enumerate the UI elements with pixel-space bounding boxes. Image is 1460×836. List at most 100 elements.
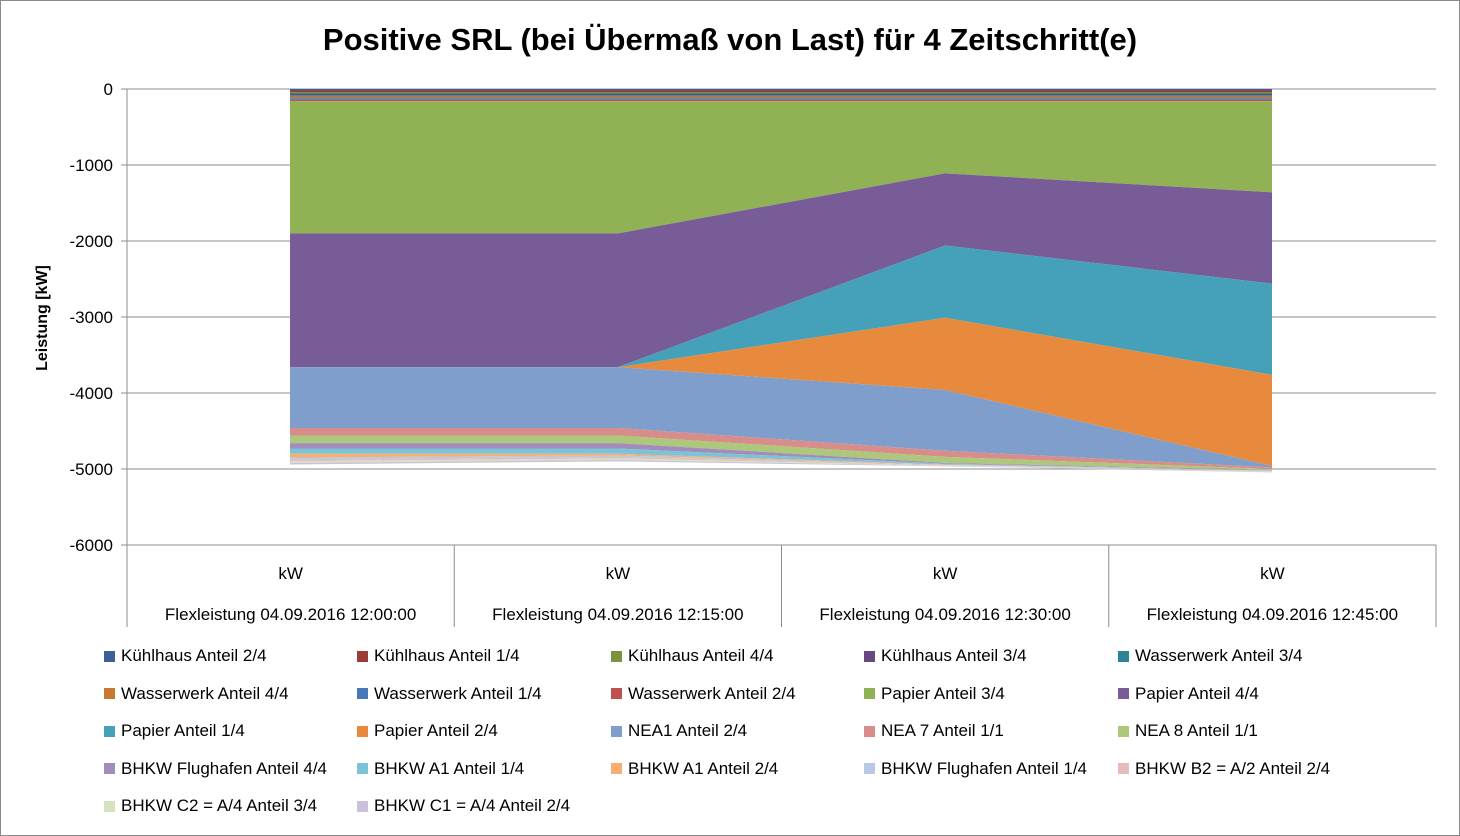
area-series — [290, 92, 1272, 94]
legend-label: Kühlhaus Anteil 4/4 — [628, 646, 774, 665]
legend-swatch — [357, 800, 368, 812]
area-series — [290, 448, 1272, 471]
axes: 0 -1000 -2000 -3000 -4000 -5000 -6000 kW Flexlei… — [70, 80, 1437, 627]
area-series — [290, 98, 1272, 100]
y-tick-label: -1000 — [70, 156, 113, 175]
y-tick-label: 0 — [104, 80, 113, 99]
legend-label: NEA 7 Anteil 1/1 — [881, 721, 1004, 740]
legend-item: BHKW A1 Anteil 2/4 — [611, 759, 778, 779]
area-series — [290, 173, 1272, 368]
area-series — [290, 93, 1272, 96]
legend-swatch — [1118, 725, 1129, 737]
y-tick-label: -2000 — [70, 232, 113, 251]
legend-item: Papier Anteil 1/4 — [104, 721, 245, 741]
x-tick-label: Flexleistung 04.09.2016 12:00:00 — [165, 605, 416, 624]
legend-item: NEA 8 Anteil 1/1 — [1118, 721, 1258, 741]
legend-label: Papier Anteil 4/4 — [1135, 683, 1259, 703]
legend-swatch — [104, 650, 115, 662]
area-series — [290, 99, 1272, 102]
area-series — [290, 90, 1272, 93]
legend-label: BHKW Flughafen Anteil 1/4 — [881, 758, 1088, 778]
legend-swatch — [864, 650, 875, 662]
legend-label: Papier Anteil 1/4 — [121, 721, 245, 740]
legend-item: BHKW B2 = A/2 Anteil 2/4 — [1118, 759, 1330, 779]
area-series — [290, 435, 1272, 470]
area-series — [290, 443, 1272, 471]
legend-item: Kühlhaus Anteil 2/4 — [104, 646, 267, 666]
legend-swatch — [611, 763, 622, 774]
legend-swatch — [104, 800, 115, 812]
legend-item: Wasserwerk Anteil 3/4 — [1118, 646, 1303, 666]
legend-item: BHKW Flughafen Anteil 4/4 — [104, 759, 327, 779]
area-series — [290, 245, 1272, 375]
legend-label: BHKW A1 Anteil 1/4 — [374, 758, 525, 778]
legend-swatch — [1118, 763, 1129, 774]
legend-swatch — [864, 763, 875, 774]
legend-label: Kühlhaus Anteil 3/4 — [881, 646, 1027, 665]
legend-item: BHKW Flughafen Anteil 1/4 — [864, 759, 1087, 779]
legend-swatch — [1118, 650, 1129, 662]
legend-label: Papier Anteil 2/4 — [374, 721, 498, 740]
y-tick-label: -6000 — [70, 536, 113, 555]
legend-label: BHKW A1 Anteil 2/4 — [628, 758, 779, 778]
legend-label: BHKW Flughafen Anteil 4/4 — [121, 758, 328, 778]
area-series — [290, 96, 1272, 99]
legend-item: NEA1 Anteil 2/4 — [611, 721, 747, 741]
x-tick-label: Flexleistung 04.09.2016 12:45:00 — [1147, 605, 1398, 624]
area-series — [290, 89, 1272, 91]
y-tick-label: -3000 — [70, 308, 113, 327]
legend-swatch — [611, 725, 622, 737]
legend-item: BHKW C1 = A/4 Anteil 2/4 — [357, 796, 570, 816]
legend-label: BHKW B2 = A/2 Anteil 2/4 — [1135, 758, 1331, 778]
legend-swatch — [611, 650, 622, 662]
legend-label: BHKW C2 = A/4 Anteil 3/4 — [121, 796, 318, 815]
legend-label: BHKW C1 = A/4 Anteil 2/4 — [374, 796, 571, 815]
legend-item: Wasserwerk Anteil 2/4 — [611, 684, 796, 704]
legend-swatch — [611, 688, 622, 699]
legend-item: Kühlhaus Anteil 4/4 — [611, 646, 774, 666]
legend-swatch — [104, 763, 115, 774]
legend-label: Wasserwerk Anteil 4/4 — [121, 683, 289, 703]
area-series — [290, 89, 1272, 473]
legend-item: Papier Anteil 2/4 — [357, 721, 498, 741]
legend-swatch — [104, 725, 115, 737]
legend-swatch — [1118, 688, 1129, 699]
legend-item: Kühlhaus Anteil 3/4 — [864, 646, 1027, 666]
legend-item: BHKW A1 Anteil 1/4 — [357, 759, 524, 779]
legend-label: NEA1 Anteil 2/4 — [628, 721, 748, 740]
legend-swatch — [357, 763, 368, 774]
legend-label: Kühlhaus Anteil 2/4 — [121, 646, 267, 665]
legend-swatch — [864, 688, 875, 699]
legend-item: Papier Anteil 3/4 — [864, 684, 1005, 704]
legend-swatch — [864, 725, 875, 737]
legend-swatch — [357, 725, 368, 737]
y-axis-label: Leistung [kW] — [34, 265, 51, 371]
area-series — [290, 367, 1272, 468]
area-series — [290, 101, 1272, 234]
chart-title: Positive SRL (bei Übermaß von Last) für … — [322, 22, 1138, 57]
legend-swatch — [357, 650, 368, 662]
legend-swatch — [104, 688, 115, 699]
legend-label: Kühlhaus Anteil 1/4 — [374, 646, 520, 665]
x-tick-label: Flexleistung 04.09.2016 12:30:00 — [819, 605, 1070, 624]
area-series — [290, 427, 1272, 469]
legend-label: Papier Anteil 3/4 — [881, 683, 1005, 703]
legend-item: Wasserwerk Anteil 4/4 — [104, 684, 289, 704]
chart-canvas: 0 -1000 -2000 -3000 -4000 -5000 -6000 kW Flexlei… — [34, 80, 1437, 627]
legend-label: Wasserwerk Anteil 3/4 — [1135, 646, 1303, 665]
legend-item: Papier Anteil 4/4 — [1118, 684, 1259, 704]
area-series — [290, 95, 1272, 97]
legend-label: Wasserwerk Anteil 1/4 — [374, 683, 542, 703]
legend-item: NEA 7 Anteil 1/1 — [864, 721, 1004, 741]
x-tick-label-unit: kW — [278, 564, 303, 583]
x-tick-label-unit: kW — [933, 564, 958, 583]
x-tick-label-unit: kW — [606, 564, 631, 583]
legend-item: Wasserwerk Anteil 1/4 — [357, 684, 542, 704]
legend-label: NEA 8 Anteil 1/1 — [1135, 721, 1258, 740]
legend-label: Wasserwerk Anteil 2/4 — [628, 683, 796, 703]
x-tick-label: Flexleistung 04.09.2016 12:15:00 — [492, 605, 743, 624]
y-tick-label: -5000 — [70, 460, 113, 479]
legend-item: Kühlhaus Anteil 1/4 — [357, 646, 520, 666]
legend-item: BHKW C2 = A/4 Anteil 3/4 — [104, 796, 317, 816]
legend-swatch — [357, 688, 368, 699]
